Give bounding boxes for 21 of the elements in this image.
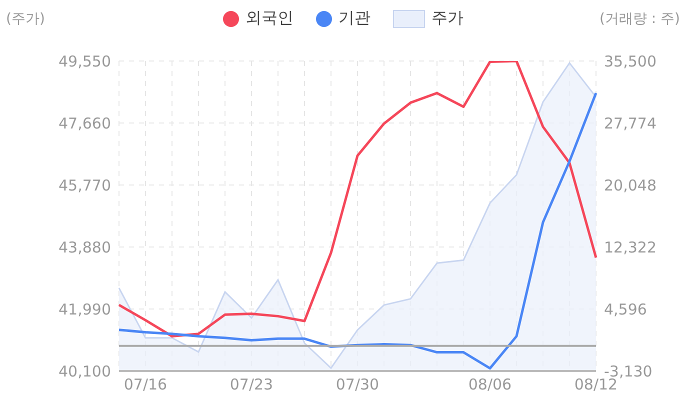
y-tick-label: 41,990 — [58, 300, 111, 318]
x-tick-label: 08/06 — [468, 376, 512, 394]
y2-tick-label: 4,596 — [604, 300, 647, 318]
y-tick-label: 49,550 — [58, 52, 111, 70]
y2-tick-label: 35,500 — [604, 52, 656, 70]
y-tick-label: 45,770 — [58, 176, 111, 194]
x-tick-label: 08/12 — [574, 376, 618, 394]
x-tick-label: 07/16 — [124, 376, 168, 394]
y2-axis-title: (거래량 : 주) — [599, 10, 680, 28]
legend-label: 기관 — [338, 8, 370, 29]
x-tick-label: 07/30 — [336, 376, 380, 394]
y2-tick-label: 20,048 — [604, 176, 656, 194]
y2-tick-label: 12,322 — [604, 238, 656, 256]
legend-label: 주가 — [432, 8, 464, 29]
y-tick-label: 43,880 — [58, 238, 111, 256]
y-axis-title: (주가) — [6, 10, 45, 28]
x-tick-label: 07/23 — [230, 376, 274, 394]
legend-label: 외국인 — [246, 8, 294, 29]
y-tick-label: 40,100 — [58, 362, 111, 380]
y2-tick-label: 27,774 — [604, 114, 656, 132]
y-tick-label: 47,660 — [58, 114, 111, 132]
